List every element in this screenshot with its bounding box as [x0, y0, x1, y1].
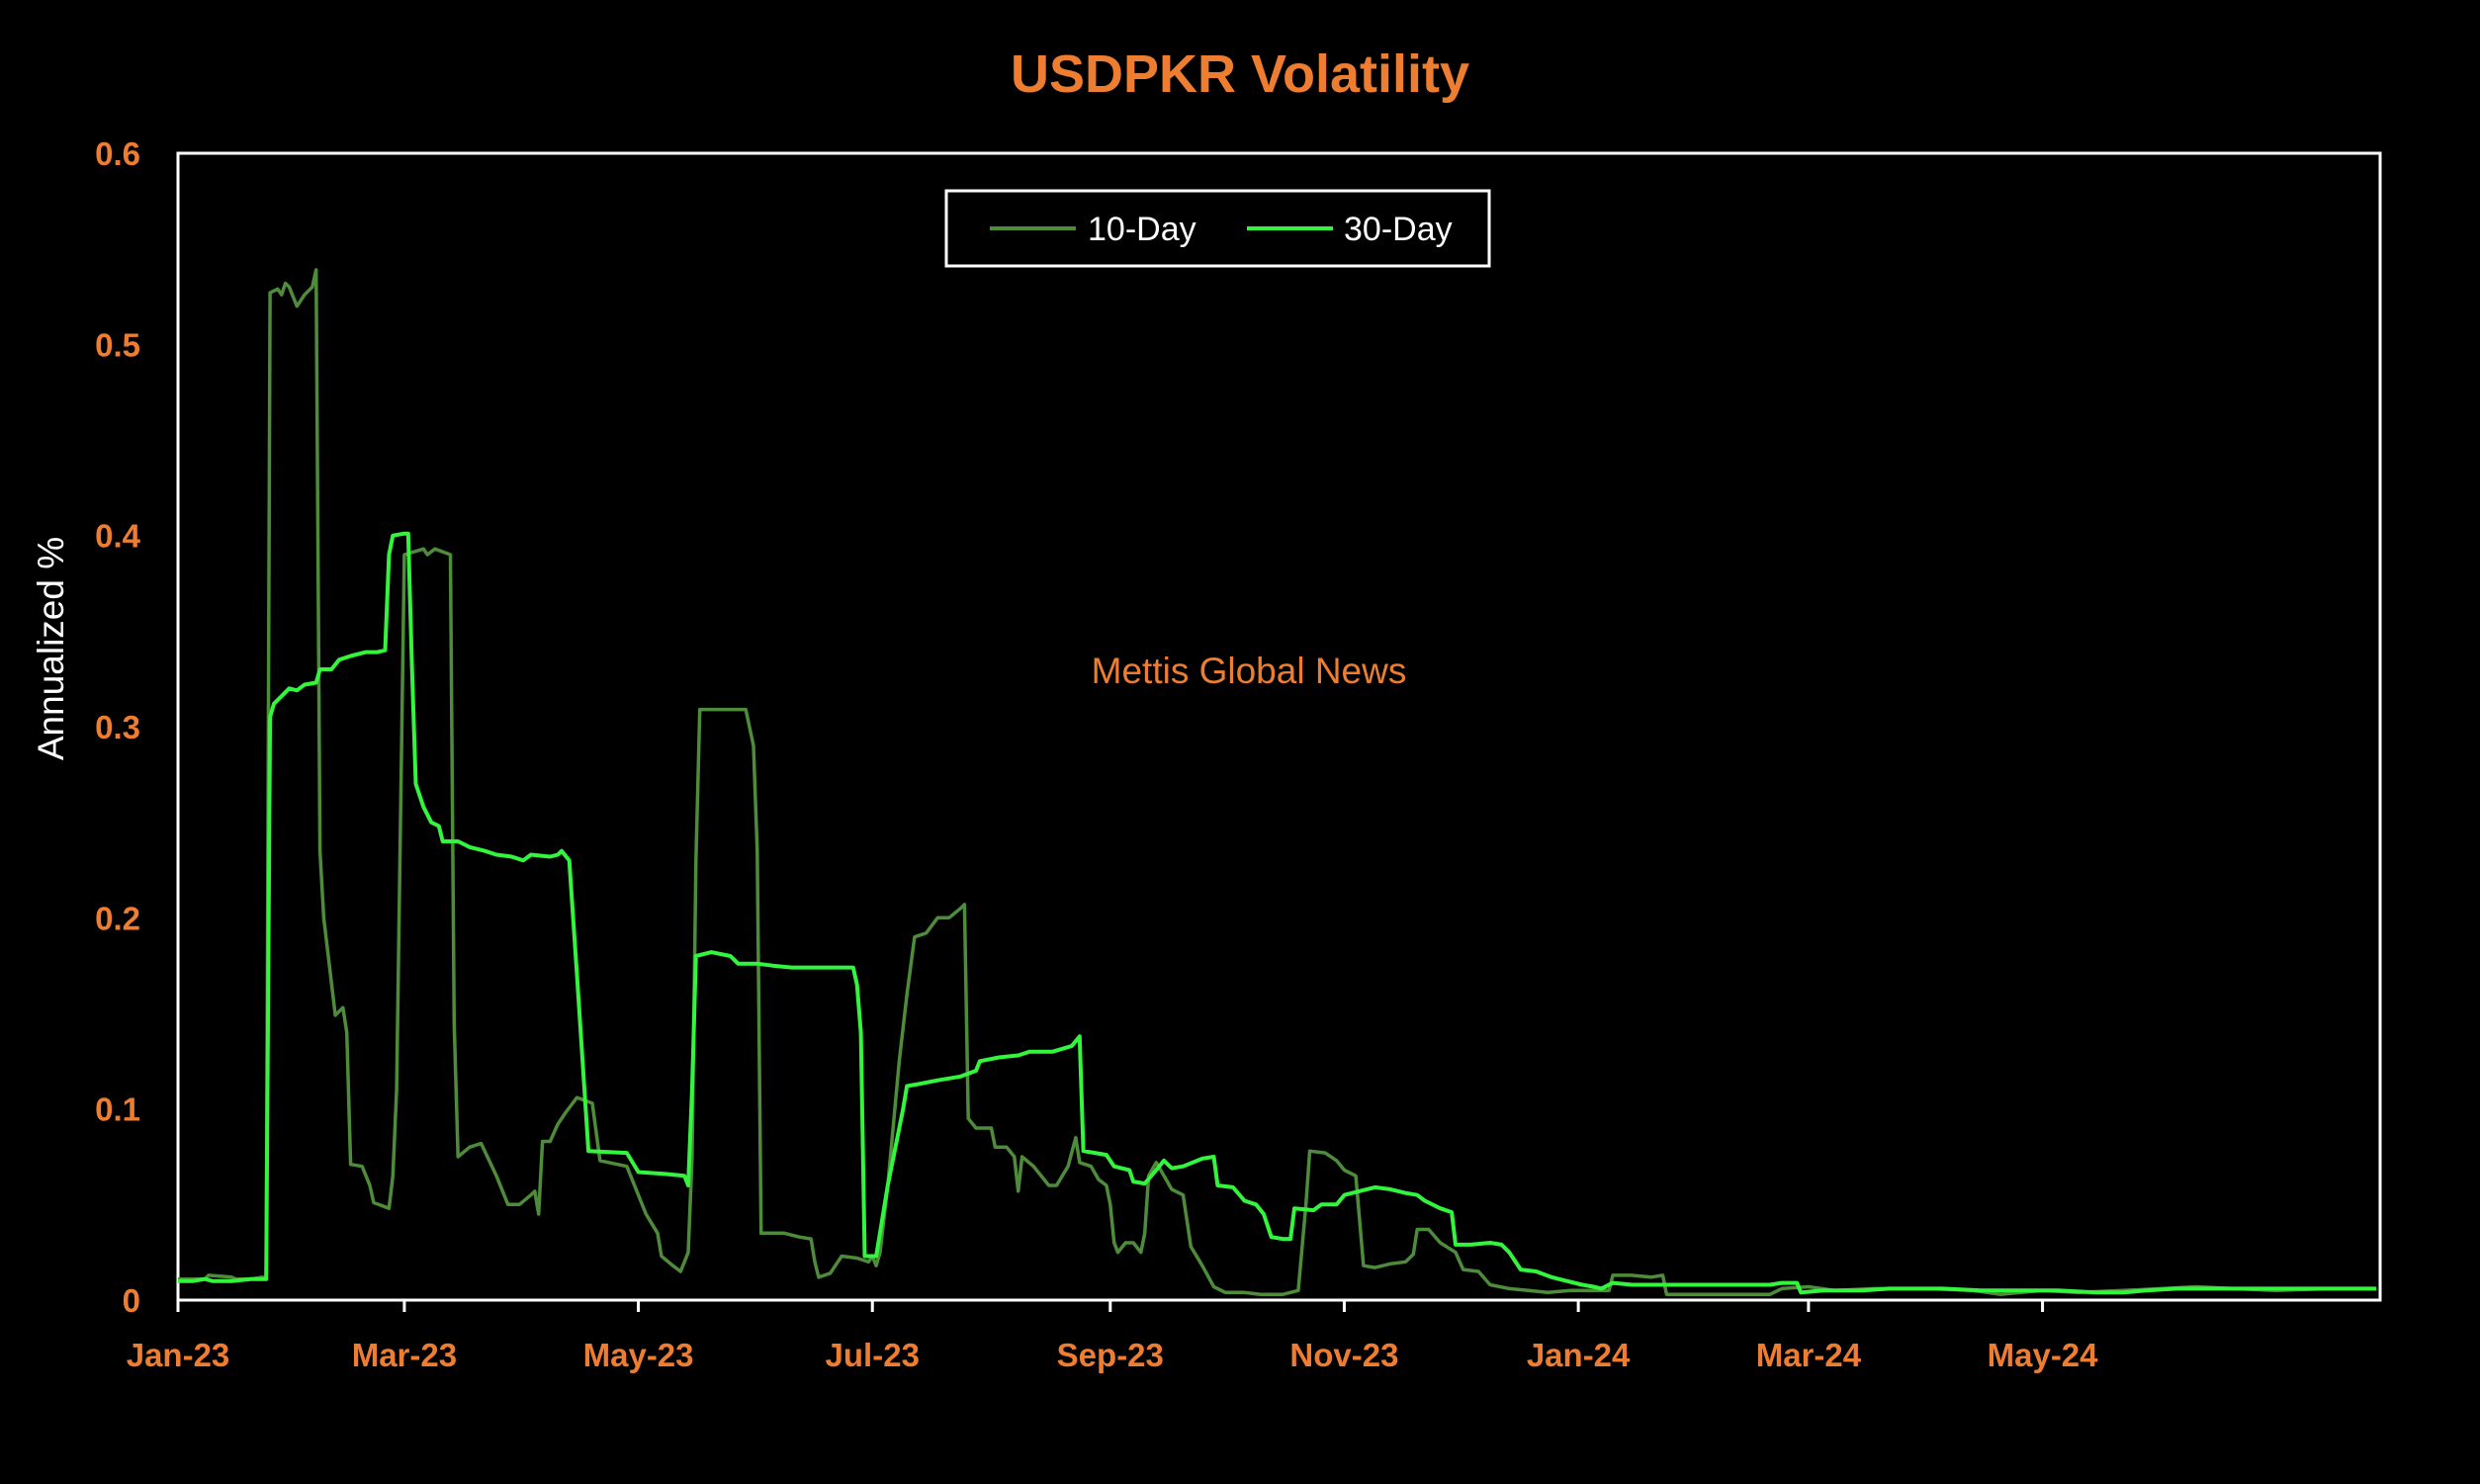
y-ticks: 0 0.1 0.2 0.3 0.4 0.5 0.6	[95, 135, 141, 1319]
y-axis-label: Annualized %	[31, 537, 71, 760]
legend-box	[944, 189, 1491, 268]
x-tick-label: Nov-23	[1289, 1337, 1398, 1373]
y-tick-label: 0.6	[95, 135, 140, 172]
x-tick-label: Mar-24	[1756, 1337, 1862, 1373]
legend-label-10-day: 10-Day	[1088, 211, 1196, 248]
legend-label-30-day: 30-Day	[1344, 211, 1453, 248]
y-tick-label: 0.1	[95, 1091, 140, 1128]
watermark-text: Mettis Global News	[1092, 651, 1407, 691]
series-layer	[178, 268, 2377, 1296]
x-tick-label: Jan-24	[1527, 1337, 1631, 1373]
x-tick-label: Mar-23	[352, 1337, 457, 1373]
x-tick-label: Sep-23	[1057, 1337, 1164, 1373]
y-tick-label: 0.4	[95, 518, 141, 555]
x-tick-label: May-23	[583, 1337, 694, 1373]
x-tick-label: Jul-23	[826, 1337, 920, 1373]
series-line-10-day	[178, 268, 2377, 1296]
chart-title: USDPKR Volatility	[1011, 44, 1469, 104]
x-tick-label: May-24	[1988, 1337, 2099, 1373]
x-tick-label: Jan-23	[127, 1337, 230, 1373]
series-line-30-day	[178, 531, 2377, 1295]
y-tick-label: 0	[123, 1282, 140, 1319]
legend: 10-Day 30-Day	[944, 189, 1491, 268]
y-tick-label: 0.2	[95, 900, 140, 936]
y-tick-label: 0.5	[95, 326, 140, 363]
x-ticks: Jan-23 Mar-23 May-23 Jul-23 Sep-23 Nov-23 Jan-…	[127, 1300, 2098, 1373]
y-tick-label: 0.3	[95, 709, 140, 745]
plot-frame	[176, 151, 2382, 1302]
